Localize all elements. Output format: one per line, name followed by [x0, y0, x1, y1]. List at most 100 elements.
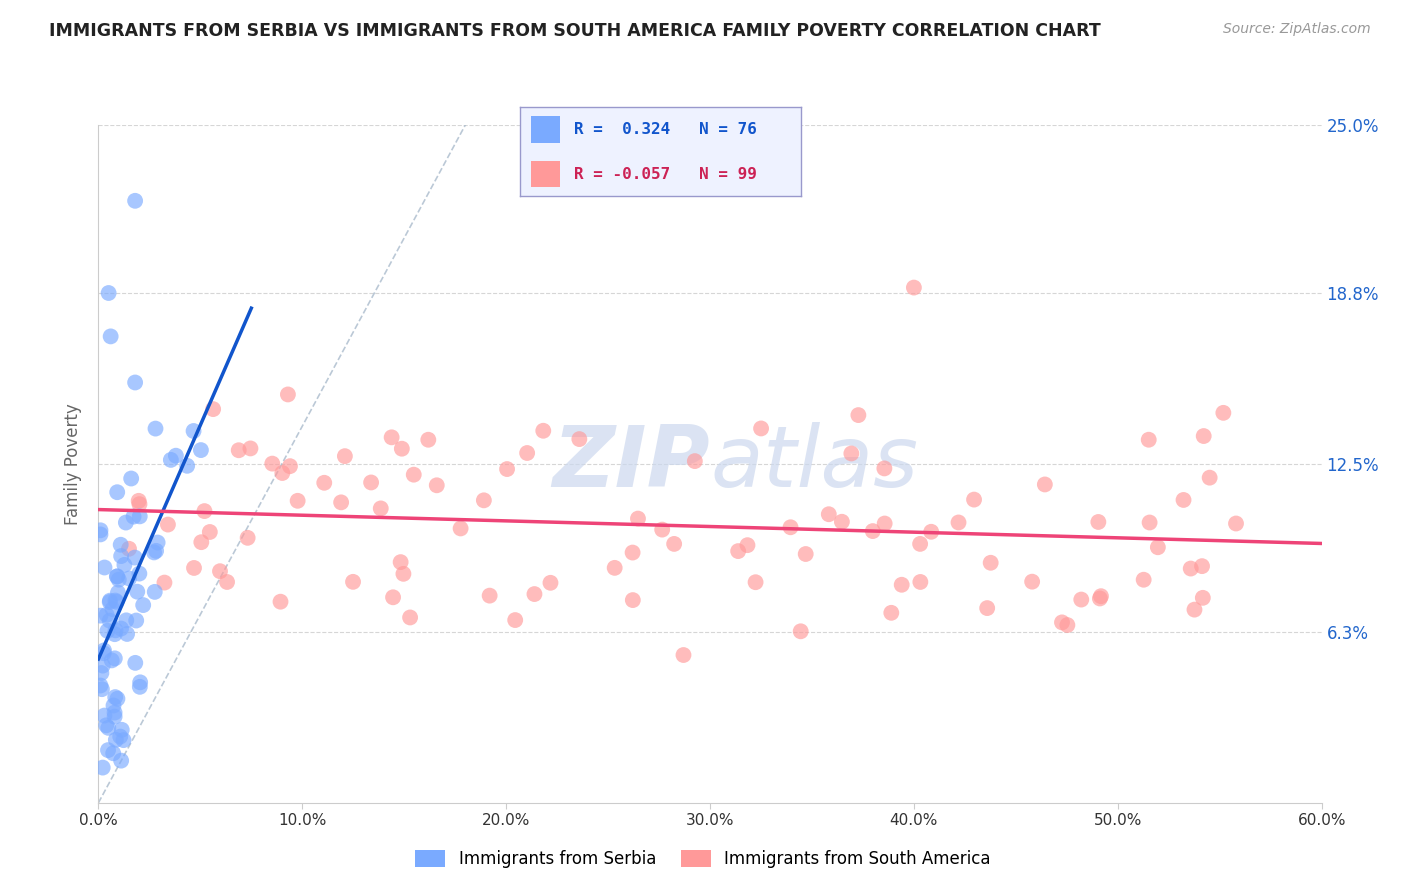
Point: [110, 538, 132, 552]
Point: [228, 443, 250, 458]
Point: [104, 627, 127, 641]
Text: IMMIGRANTS FROM SERBIA VS IMMIGRANTS FROM SOUTH AMERICA FAMILY POVERTY CORRELATI: IMMIGRANTS FROM SERBIA VS IMMIGRANTS FRO…: [49, 22, 1101, 40]
Point: [103, 706, 125, 720]
Point: [627, 511, 650, 525]
Point: [104, 624, 127, 638]
Point: [1087, 515, 1109, 529]
Point: [399, 610, 422, 624]
Point: [110, 549, 132, 563]
Text: atlas: atlas: [710, 422, 918, 506]
Point: [103, 746, 125, 760]
Point: [1173, 492, 1195, 507]
Point: [672, 648, 695, 662]
Point: [100, 329, 122, 343]
Point: [873, 461, 896, 475]
Point: [360, 475, 382, 490]
Point: [118, 541, 141, 556]
Point: [128, 566, 150, 581]
Point: [97, 721, 120, 735]
Point: [124, 656, 146, 670]
Point: [105, 569, 128, 583]
Point: [314, 475, 336, 490]
Point: [89, 608, 111, 623]
Point: [239, 442, 262, 456]
Point: [920, 524, 942, 539]
Point: [91, 658, 114, 673]
Point: [1137, 433, 1160, 447]
Point: [98, 593, 121, 607]
Point: [160, 453, 183, 467]
Point: [908, 537, 931, 551]
Point: [621, 593, 644, 607]
Point: [516, 446, 538, 460]
Point: [426, 478, 449, 492]
Point: [980, 556, 1002, 570]
Point: [108, 730, 131, 744]
Point: [215, 574, 238, 589]
Point: [236, 531, 259, 545]
Point: [523, 587, 546, 601]
Point: [104, 593, 127, 607]
Point: [96, 607, 118, 622]
Point: [112, 558, 135, 572]
Point: [1033, 477, 1056, 491]
Point: [143, 585, 166, 599]
Point: [129, 675, 152, 690]
Point: [93, 646, 115, 660]
Point: [1212, 406, 1234, 420]
Point: [97, 743, 120, 757]
Point: [540, 575, 562, 590]
Point: [118, 572, 141, 586]
Point: [1139, 516, 1161, 530]
Point: [145, 421, 167, 435]
Point: [107, 585, 129, 599]
Point: [122, 509, 145, 524]
Point: [910, 574, 932, 589]
Point: [1021, 574, 1043, 589]
Point: [105, 595, 128, 609]
Point: [1147, 541, 1170, 555]
Point: [478, 589, 501, 603]
Point: [271, 466, 294, 480]
Point: [115, 627, 138, 641]
Point: [98, 614, 121, 628]
Bar: [531, 116, 560, 143]
Text: Source: ZipAtlas.com: Source: ZipAtlas.com: [1223, 22, 1371, 37]
Point: [93, 643, 115, 657]
Point: [124, 194, 146, 208]
Point: [1184, 602, 1206, 616]
Point: [744, 575, 766, 590]
Point: [101, 602, 124, 616]
Point: [862, 524, 884, 538]
Point: [89, 524, 111, 538]
Point: [90, 682, 112, 697]
Y-axis label: Family Poverty: Family Poverty: [65, 403, 83, 524]
Point: [107, 573, 129, 587]
Point: [105, 569, 128, 583]
Point: [472, 493, 495, 508]
Point: [128, 493, 150, 508]
Point: [270, 595, 292, 609]
Point: [779, 520, 801, 534]
Point: [873, 516, 896, 531]
Point: [127, 584, 149, 599]
Point: [183, 424, 205, 438]
Point: [277, 387, 299, 401]
Point: [165, 449, 187, 463]
Point: [128, 509, 150, 524]
Point: [450, 521, 472, 535]
Point: [389, 555, 412, 569]
Point: [156, 517, 179, 532]
Bar: [531, 161, 560, 187]
Point: [262, 457, 284, 471]
Point: [124, 376, 146, 390]
Point: [568, 432, 591, 446]
Point: [110, 754, 132, 768]
Point: [287, 493, 309, 508]
Point: [737, 538, 759, 552]
Point: [496, 462, 519, 476]
Point: [1132, 573, 1154, 587]
Point: [198, 524, 221, 539]
Point: [104, 651, 127, 665]
Point: [110, 622, 132, 636]
